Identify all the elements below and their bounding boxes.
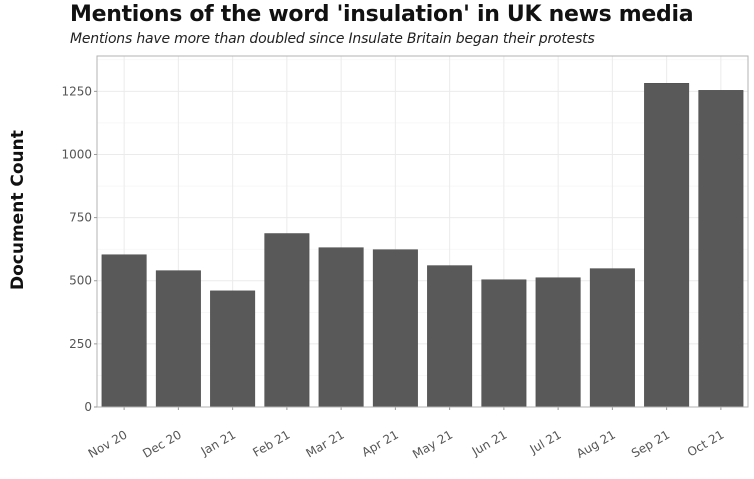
bar-dec-20 (155, 270, 201, 408)
x-tick-label: Mar 21 (303, 427, 346, 460)
x-tick-label: Dec 20 (140, 427, 184, 460)
bar-may-21 (427, 265, 473, 408)
plot-border (96, 55, 749, 408)
x-tick-label: Feb 21 (250, 427, 292, 459)
bar-mar-21 (318, 247, 364, 408)
y-tick-label: 1000 (61, 147, 92, 161)
x-tick-label: Jun 21 (469, 427, 510, 459)
bar-jan-21 (210, 290, 256, 408)
bar-aug-21 (589, 268, 635, 408)
x-tick-label: Aug 21 (574, 427, 618, 460)
x-tick-label: May 21 (410, 427, 455, 461)
bar-feb-21 (264, 233, 310, 408)
y-tick-label: 0 (84, 400, 92, 414)
y-tick-label: 250 (69, 337, 92, 351)
chart-title: Mentions of the word 'insulation' in UK … (70, 2, 694, 27)
x-tick-label: Oct 21 (685, 427, 727, 459)
x-tick-label: Apr 21 (359, 427, 401, 459)
chart-subtitle: Mentions have more than doubled since In… (70, 31, 595, 47)
y-tick-label: 500 (69, 274, 92, 288)
x-tick-label: Jan 21 (198, 427, 238, 458)
bar-oct-21 (698, 90, 744, 408)
bar-nov-20 (101, 254, 147, 408)
x-tick-label: Jul 21 (527, 427, 564, 456)
y-tick-label: 750 (69, 211, 92, 225)
bar-jun-21 (481, 279, 527, 408)
x-tick-label: Sep 21 (629, 427, 672, 460)
bar-jul-21 (535, 277, 581, 408)
bar-apr-21 (372, 249, 418, 408)
plot-panel (97, 56, 748, 407)
x-tick-label: Nov 20 (86, 427, 130, 460)
bar-sep-21 (644, 83, 690, 408)
y-tick-label: 1250 (61, 84, 92, 98)
